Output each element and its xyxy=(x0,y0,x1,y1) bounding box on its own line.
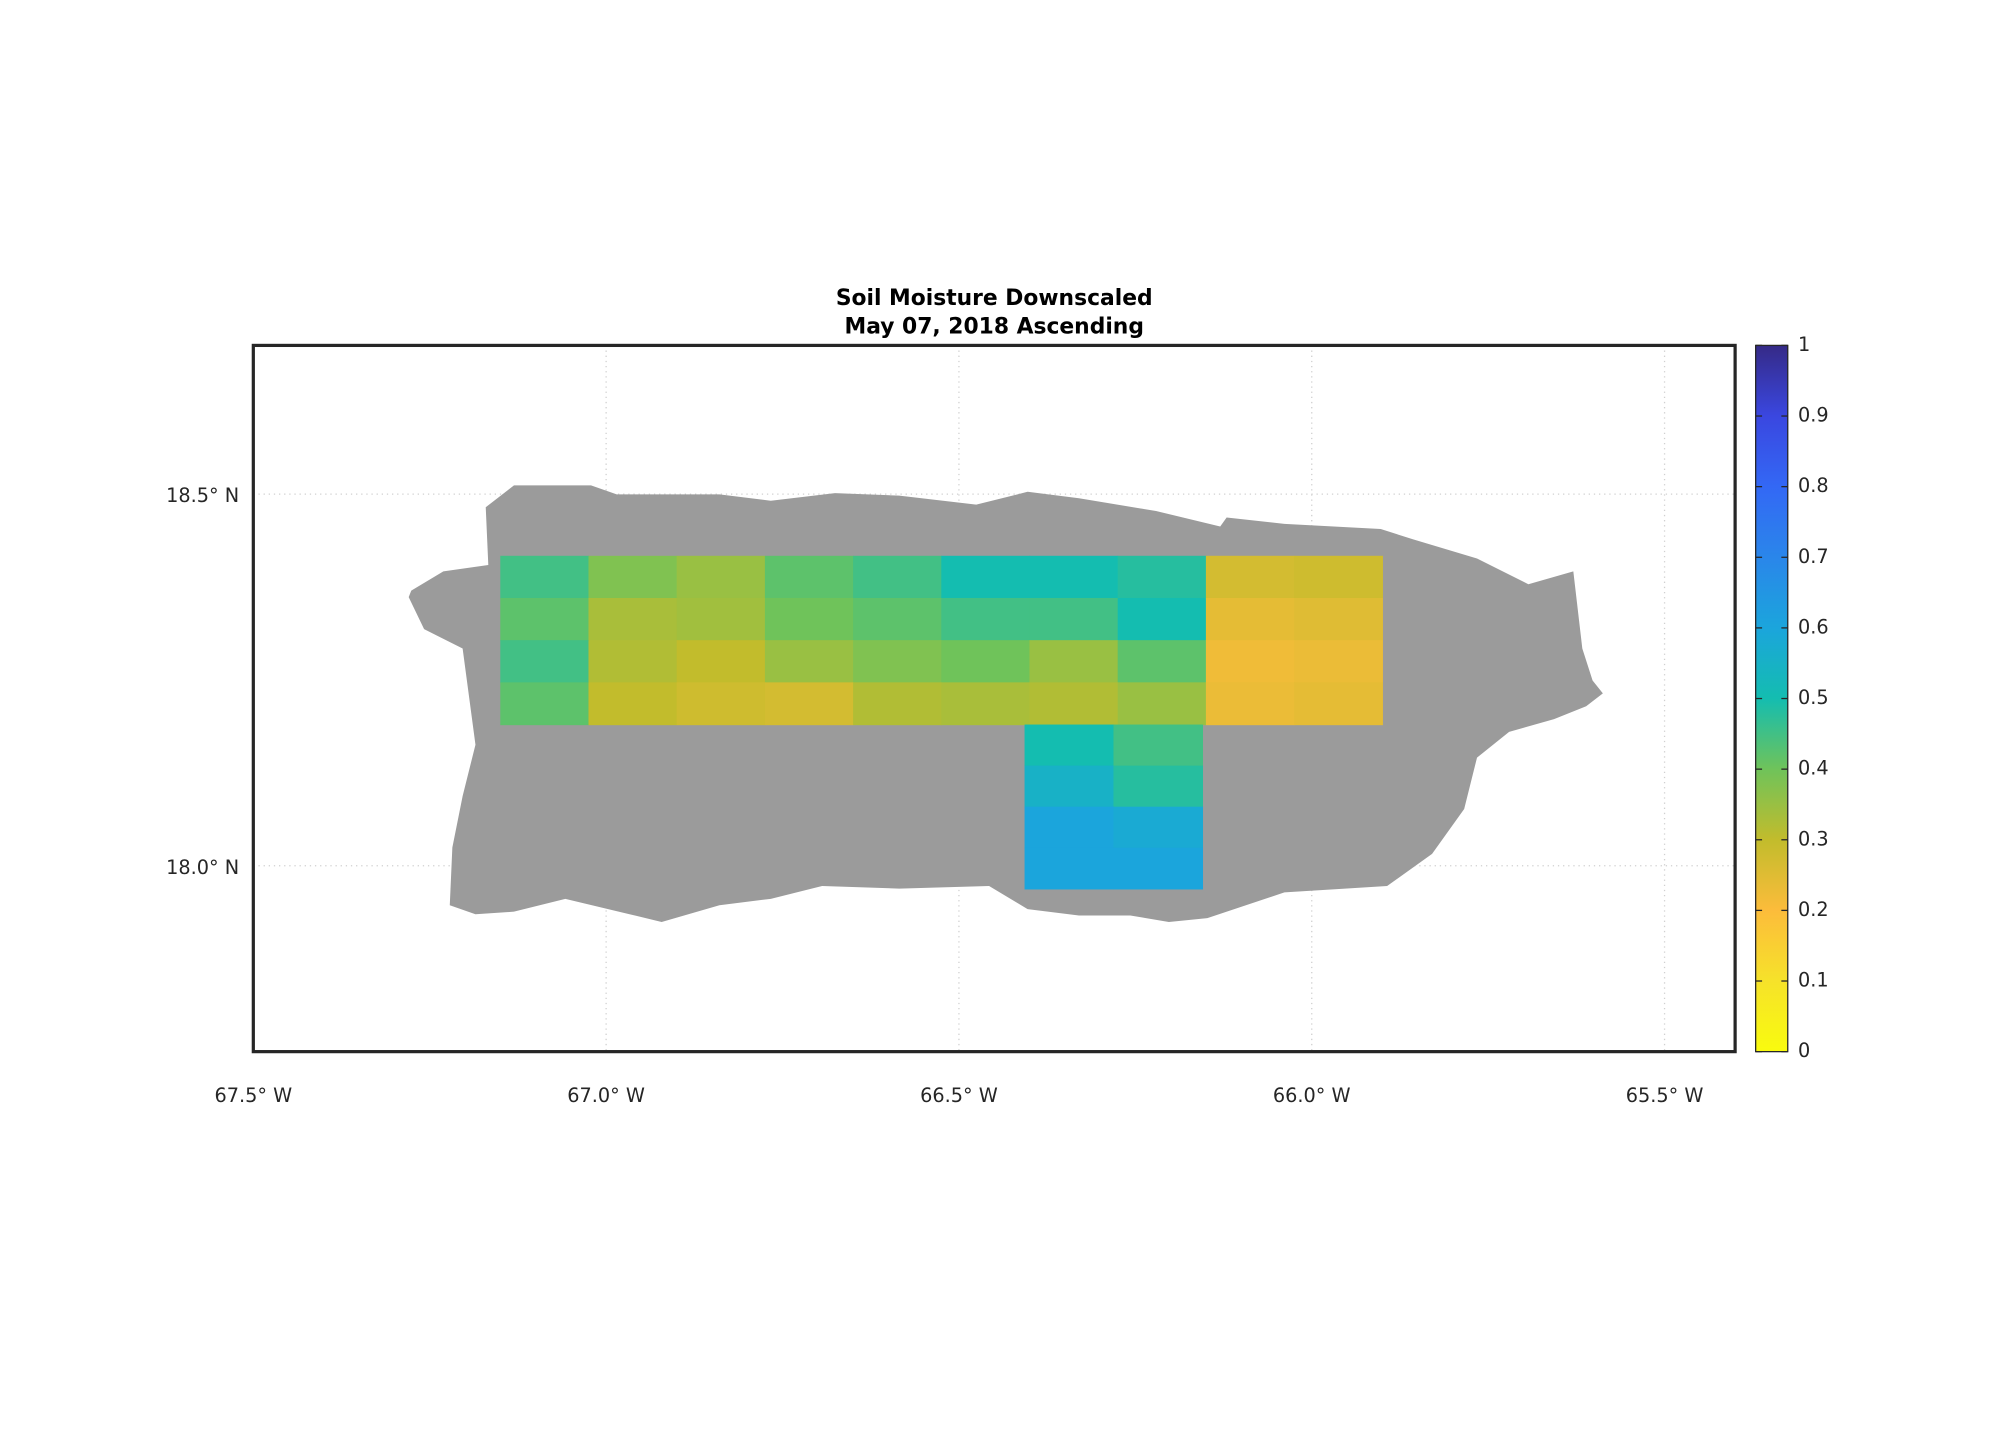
colorbar-tick-label: 1 xyxy=(1798,333,1810,356)
moisture-cell xyxy=(588,640,678,683)
colorbar-tick-label: 0.6 xyxy=(1798,615,1829,638)
moisture-cell xyxy=(676,682,766,726)
moisture-cell xyxy=(1024,806,1115,849)
moisture-cell xyxy=(1113,724,1204,767)
moisture-cell xyxy=(1029,640,1119,683)
moisture-cell xyxy=(853,640,942,683)
moisture-cell xyxy=(1117,682,1207,726)
x-tick-label: 66.5° W xyxy=(920,1084,998,1107)
moisture-cell xyxy=(941,640,1031,683)
moisture-cell xyxy=(588,682,678,726)
moisture-cell xyxy=(1113,847,1204,890)
moisture-cell xyxy=(1294,682,1383,726)
moisture-cell xyxy=(1205,555,1295,599)
colorbar-tick-label: 0.9 xyxy=(1798,404,1829,427)
chart-subtitle: May 07, 2018 Ascending xyxy=(844,314,1143,339)
moisture-cell xyxy=(500,597,590,641)
moisture-cell xyxy=(1024,724,1115,767)
moisture-cell xyxy=(588,555,678,599)
moisture-cell xyxy=(1113,765,1204,808)
moisture-cell xyxy=(1205,597,1295,641)
x-tick-label: 65.5° W xyxy=(1626,1084,1704,1107)
moisture-cell xyxy=(1024,847,1115,890)
moisture-cell xyxy=(764,640,854,683)
y-tick-label: 18.0° N xyxy=(166,856,239,879)
moisture-cell xyxy=(1029,597,1119,641)
colorbar-tick-label: 0.5 xyxy=(1798,686,1829,709)
moisture-cell xyxy=(500,682,590,726)
moisture-cell xyxy=(588,597,678,641)
moisture-cell xyxy=(1294,555,1383,599)
moisture-cell xyxy=(1117,640,1207,683)
moisture-cell xyxy=(853,682,942,726)
moisture-cell xyxy=(764,597,854,641)
chart-title: Soil Moisture Downscaled xyxy=(836,286,1153,311)
moisture-cell xyxy=(853,597,942,641)
moisture-cell xyxy=(764,555,854,599)
moisture-cell xyxy=(1294,640,1383,683)
soil-moisture-cells xyxy=(500,555,1383,890)
moisture-cell xyxy=(764,682,854,726)
colorbar-tick-label: 0.1 xyxy=(1798,969,1829,992)
moisture-cell xyxy=(941,555,1031,599)
moisture-cell xyxy=(500,555,590,599)
colorbar-tick-label: 0.2 xyxy=(1798,898,1829,921)
x-tick-label: 66.0° W xyxy=(1273,1084,1351,1107)
colorbar-tick-label: 0.4 xyxy=(1798,757,1829,780)
moisture-cell xyxy=(676,597,766,641)
moisture-cell xyxy=(1113,806,1204,849)
moisture-cell xyxy=(1117,555,1207,599)
moisture-cell xyxy=(500,640,590,683)
labels: 67.5° W 67.0° W 66.5° W 66.0° W 65.5° W 18.0°… xyxy=(166,333,1828,1107)
map-frame xyxy=(251,343,1737,1054)
colorbar-tick-label: 0.7 xyxy=(1798,545,1829,568)
moisture-cell xyxy=(1294,597,1383,641)
x-tick-label: 67.0° W xyxy=(567,1084,645,1107)
moisture-cell xyxy=(941,597,1031,641)
colorbar-tick-label: 0.3 xyxy=(1798,827,1829,850)
moisture-cell xyxy=(1029,555,1119,599)
moisture-cell xyxy=(1205,682,1295,726)
moisture-cell xyxy=(1117,597,1207,641)
moisture-cell xyxy=(676,555,766,599)
x-tick-label: 67.5° W xyxy=(214,1084,292,1107)
colorbar-tick-label: 0.8 xyxy=(1798,474,1829,497)
moisture-cell xyxy=(853,555,942,599)
moisture-cell xyxy=(1024,765,1115,808)
moisture-cell xyxy=(1029,682,1119,726)
colorbar-tick-label: 0 xyxy=(1798,1039,1810,1062)
y-tick-label: 18.5° N xyxy=(166,484,239,507)
moisture-cell xyxy=(676,640,766,683)
moisture-cell xyxy=(941,682,1031,726)
moisture-cell xyxy=(1205,640,1295,683)
